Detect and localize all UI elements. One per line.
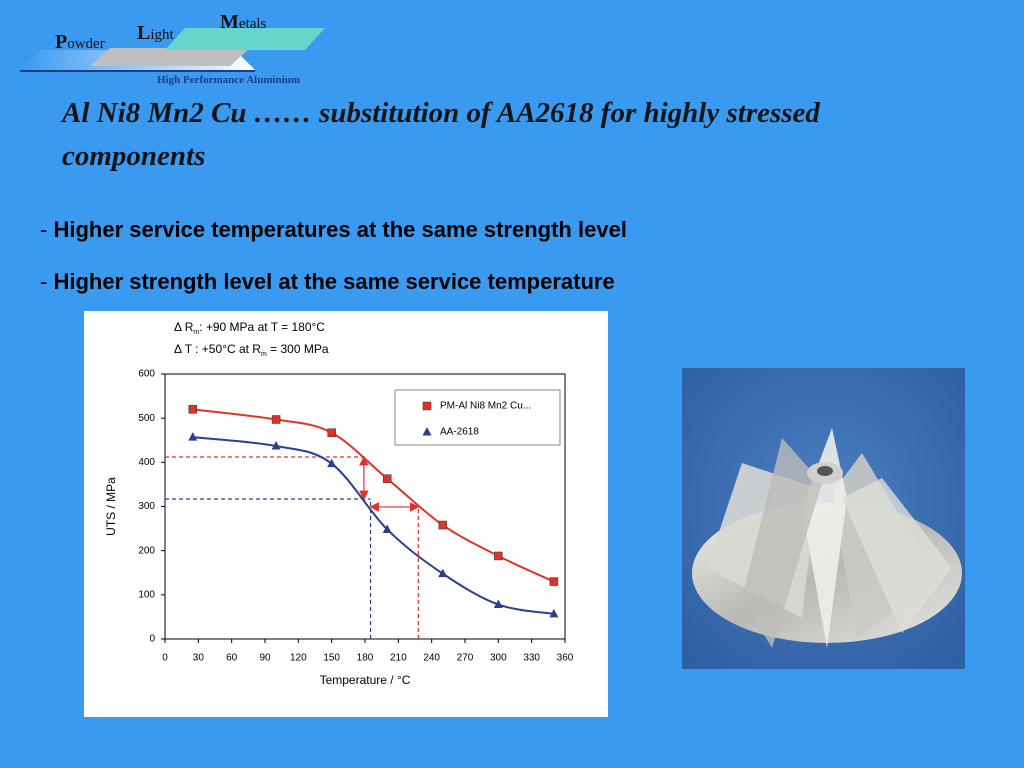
data-point bbox=[271, 440, 281, 450]
x-tick-label: 240 bbox=[423, 653, 440, 664]
y-tick-label: 200 bbox=[138, 545, 155, 556]
legend-label: PM-Al Ni8 Mn2 Cu... bbox=[440, 401, 531, 412]
x-tick-label: 300 bbox=[490, 653, 507, 664]
y-tick-label: 600 bbox=[138, 369, 155, 380]
data-point bbox=[327, 428, 336, 437]
data-point bbox=[549, 608, 559, 618]
y-tick-label: 300 bbox=[138, 501, 155, 512]
legend-marker bbox=[422, 427, 432, 436]
data-point bbox=[327, 458, 337, 468]
bullet-dash: - bbox=[40, 217, 54, 242]
x-tick-label: 330 bbox=[523, 653, 540, 664]
legend-marker bbox=[422, 401, 432, 411]
annotation-subscript: m bbox=[193, 329, 199, 336]
x-tick-label: 60 bbox=[226, 653, 238, 664]
logo-tagline: High Performance Aluminium bbox=[157, 74, 300, 86]
logo-bar bbox=[90, 48, 250, 66]
x-tick-label: 0 bbox=[162, 653, 168, 664]
x-axis-label: Temperature / °C bbox=[320, 673, 411, 687]
data-point bbox=[438, 568, 448, 578]
data-point bbox=[382, 474, 392, 483]
bullet-dash: - bbox=[40, 269, 54, 294]
x-tick-label: 360 bbox=[557, 653, 574, 664]
data-point bbox=[549, 577, 559, 586]
annotation-part: Δ R bbox=[174, 320, 194, 334]
annotation: Δ Rm: +90 MPa at T = 180°C bbox=[174, 320, 325, 336]
y-tick-label: 100 bbox=[138, 589, 155, 600]
data-point bbox=[188, 405, 198, 414]
y-tick-label: 0 bbox=[149, 634, 155, 645]
x-tick-label: 30 bbox=[193, 653, 205, 664]
x-tick-label: 210 bbox=[390, 653, 407, 664]
data-point bbox=[382, 524, 392, 533]
x-tick-label: 270 bbox=[457, 653, 474, 664]
series-line bbox=[192, 436, 555, 615]
x-tick-label: 150 bbox=[323, 653, 340, 664]
data-point bbox=[438, 520, 448, 530]
annotation: Δ T : +50°C at Rm = 300 MPa bbox=[174, 342, 329, 358]
data-point bbox=[188, 432, 198, 441]
y-tick-label: 500 bbox=[138, 413, 155, 424]
annotation-part: Δ T : +50°C at R bbox=[174, 342, 261, 356]
legend-label: AA-2618 bbox=[440, 427, 479, 438]
logo-bar bbox=[165, 28, 325, 50]
chart: 0 100 200 300 400 500 600 0 30 60 90 120 150 180 210 24… bbox=[84, 311, 608, 717]
data-point bbox=[493, 599, 503, 609]
annotation-subscript: m bbox=[261, 351, 267, 358]
bullet-text: Higher service temperatures at the same … bbox=[53, 217, 627, 242]
y-tick-label: 400 bbox=[138, 457, 155, 468]
annotation-part: = 300 MPa bbox=[267, 342, 329, 356]
impeller-photo bbox=[682, 368, 965, 669]
logo-word: Light bbox=[137, 22, 175, 44]
x-tick-label: 90 bbox=[259, 653, 271, 664]
bullet-text: Higher strength level at the same servic… bbox=[53, 269, 615, 294]
data-point bbox=[494, 551, 503, 561]
legend-box bbox=[394, 389, 561, 446]
x-tick-label: 120 bbox=[290, 653, 307, 664]
data-point bbox=[271, 415, 281, 424]
x-tick-label: 180 bbox=[357, 653, 374, 664]
logo-word: Metals bbox=[220, 11, 267, 33]
annotation-part: : +90 MPa at T = 180°C bbox=[199, 320, 325, 334]
logo: Powder Light Metals High Performance Alu… bbox=[20, 11, 325, 86]
slide-title: Al Ni8 Mn2 Cu …… substitution of AA2618 … bbox=[62, 97, 820, 172]
bullet: - Higher strength level at the same serv… bbox=[40, 269, 615, 295]
y-axis-label: UTS / MPa bbox=[104, 477, 118, 536]
bullet: - Higher service temperatures at the sam… bbox=[40, 217, 627, 243]
logo-word: Powder bbox=[55, 31, 105, 53]
